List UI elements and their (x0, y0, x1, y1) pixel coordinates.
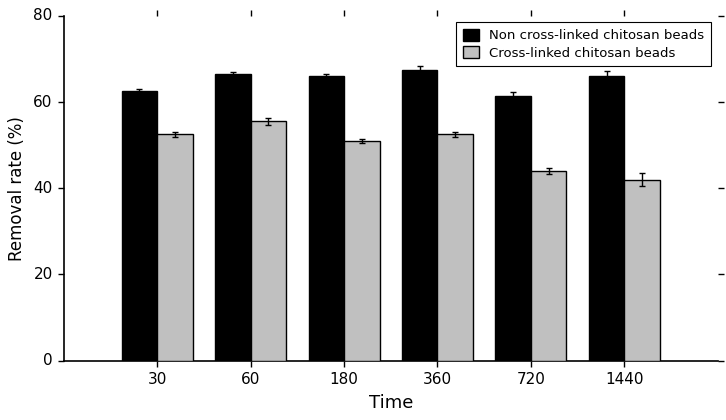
Bar (344, 141, 380, 361)
Bar (589, 76, 624, 361)
Bar (531, 171, 566, 361)
Bar (122, 91, 157, 361)
Bar (495, 96, 531, 361)
Bar (438, 134, 473, 361)
Legend: Non cross-linked chitosan beads, Cross-linked chitosan beads: Non cross-linked chitosan beads, Cross-l… (457, 22, 711, 66)
Bar (250, 121, 286, 361)
Bar (309, 76, 344, 361)
X-axis label: Time: Time (369, 394, 413, 412)
Bar (157, 134, 192, 361)
Bar (215, 74, 250, 361)
Bar (402, 70, 438, 361)
Y-axis label: Removal rate (%): Removal rate (%) (8, 116, 26, 261)
Bar (624, 180, 660, 361)
